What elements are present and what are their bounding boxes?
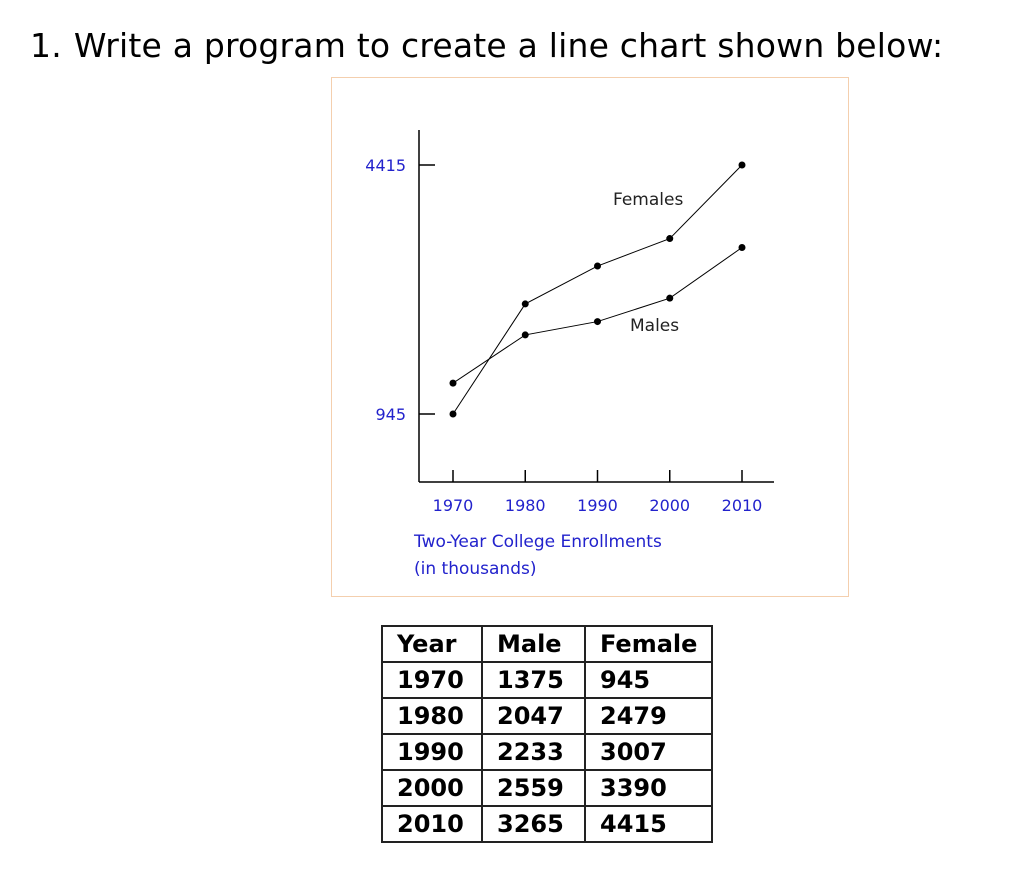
y-tick-label: 945 [375,405,406,424]
table-row: 1980 2047 2479 [381,697,714,735]
x-tick-label: 2010 [722,496,763,515]
cell-year: 2000 [381,769,483,807]
cell-female: 4415 [583,805,714,843]
cell-male: 2559 [481,769,586,807]
data-point [449,379,457,387]
chart-frame: 945 4415 1970 1980 1990 2000 2010 Females Males T… [331,77,849,597]
cell-year: 1990 [381,733,483,771]
cell-male: 3265 [481,805,586,843]
x-tick-label: 1980 [505,496,546,515]
header-male: Male [481,625,586,663]
chart-caption-title: Two-Year College Enrollments [413,532,662,552]
data-point [521,300,529,308]
cell-year: 1970 [381,661,483,699]
cell-male: 2233 [481,733,586,771]
series-label: Females [613,190,683,210]
cell-female: 2479 [583,697,714,735]
question-number: 1. [30,26,62,65]
cell-female: 945 [583,661,714,699]
cell-male: 1375 [481,661,586,699]
x-tick-label: 1990 [577,496,618,515]
y-tick-label: 4415 [365,156,406,175]
data-point [521,331,529,339]
data-point [738,244,746,252]
question-heading: 1. Write a program to create a line chart… [30,26,943,65]
x-tick-label: 1970 [433,496,474,515]
data-point [666,294,674,302]
data-point [449,410,457,418]
data-point [738,161,746,169]
table-row: 1970 1375 945 [381,661,714,699]
data-point [594,262,601,270]
series-line-females [452,164,743,415]
cell-year: 1980 [381,697,483,735]
cell-male: 2047 [481,697,586,735]
cell-year: 2010 [381,805,483,843]
series-label: Males [630,316,679,336]
chart-caption-unit: (in thousands) [414,559,536,579]
x-tick-label: 2000 [649,496,690,515]
table-row: 2010 3265 4415 [381,805,714,843]
cell-female: 3007 [583,733,714,771]
header-year: Year [381,625,483,663]
table-header-row: Year Male Female [381,625,714,663]
data-point [594,318,601,326]
cell-female: 3390 [583,769,714,807]
enrollment-table: Year Male Female 1970 1375 945 1980 2047… [381,625,714,843]
header-female: Female [583,625,714,663]
table-row: 1990 2233 3007 [381,733,714,771]
table-row: 2000 2559 3390 [381,769,714,807]
data-point [666,235,674,243]
line-chart: 945 4415 1970 1980 1990 2000 2010 Females Males T… [365,130,774,579]
question-text: Write a program to create a line chart s… [73,26,944,65]
